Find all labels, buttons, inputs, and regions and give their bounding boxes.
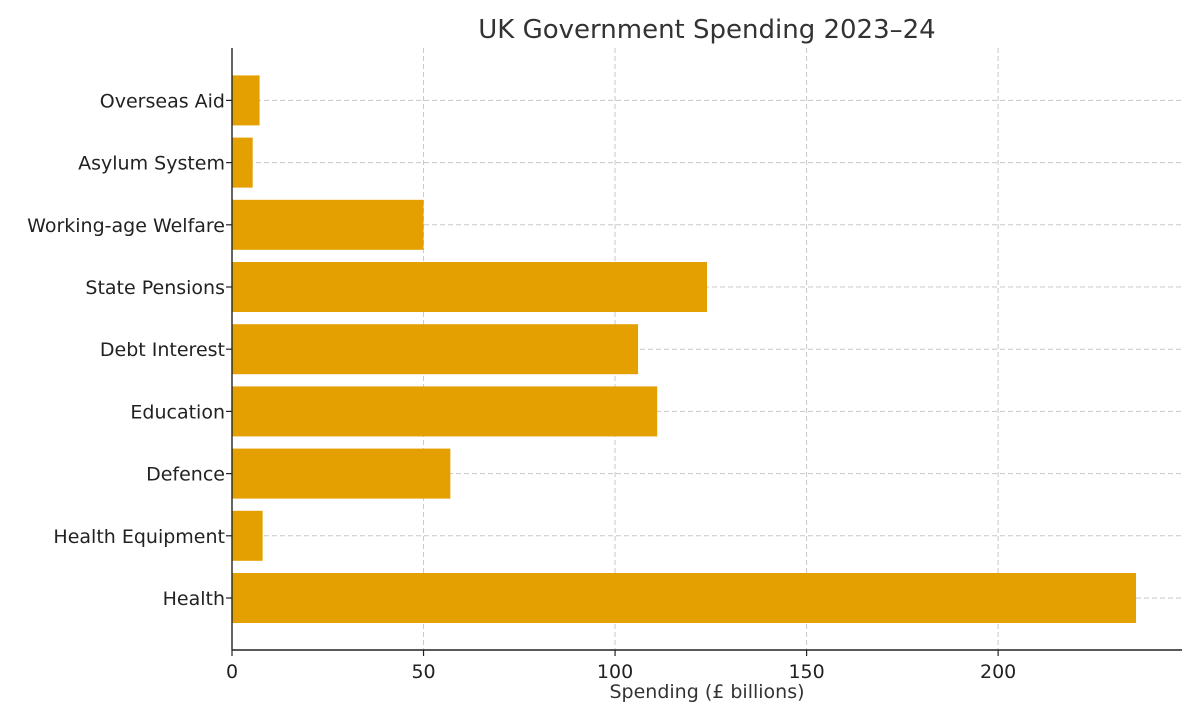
y-tick-label: Health xyxy=(163,588,225,610)
bar xyxy=(232,510,263,561)
x-axis-label: Spending (£ billions) xyxy=(609,681,804,703)
x-tick-label: 200 xyxy=(980,661,1016,683)
chart-title: UK Government Spending 2023–24 xyxy=(478,15,935,45)
x-tick-label: 50 xyxy=(411,661,435,683)
ticks-layer: Health Health Equipment Defence Education De… xyxy=(27,90,1016,683)
bar xyxy=(232,75,260,126)
bar xyxy=(232,199,424,250)
x-tick-label: 100 xyxy=(597,661,633,683)
y-tick-label: Asylum System xyxy=(78,153,225,175)
y-tick-label: Debt Interest xyxy=(100,339,225,361)
y-tick-label: State Pensions xyxy=(85,277,225,299)
y-tick-label: Overseas Aid xyxy=(100,90,225,112)
y-tick-label: Defence xyxy=(146,464,225,486)
y-tick-label: Education xyxy=(130,401,225,423)
bar xyxy=(232,324,639,375)
bar xyxy=(232,262,707,312)
bar xyxy=(232,137,253,188)
bar xyxy=(232,573,1137,623)
bar xyxy=(232,386,658,437)
x-tick-label: 150 xyxy=(788,661,824,683)
x-tick-label: 0 xyxy=(226,661,238,683)
bar xyxy=(232,448,451,499)
y-tick-label: Working-age Welfare xyxy=(27,215,225,237)
y-tick-label: Health Equipment xyxy=(53,526,225,548)
bars-layer xyxy=(232,75,1137,623)
